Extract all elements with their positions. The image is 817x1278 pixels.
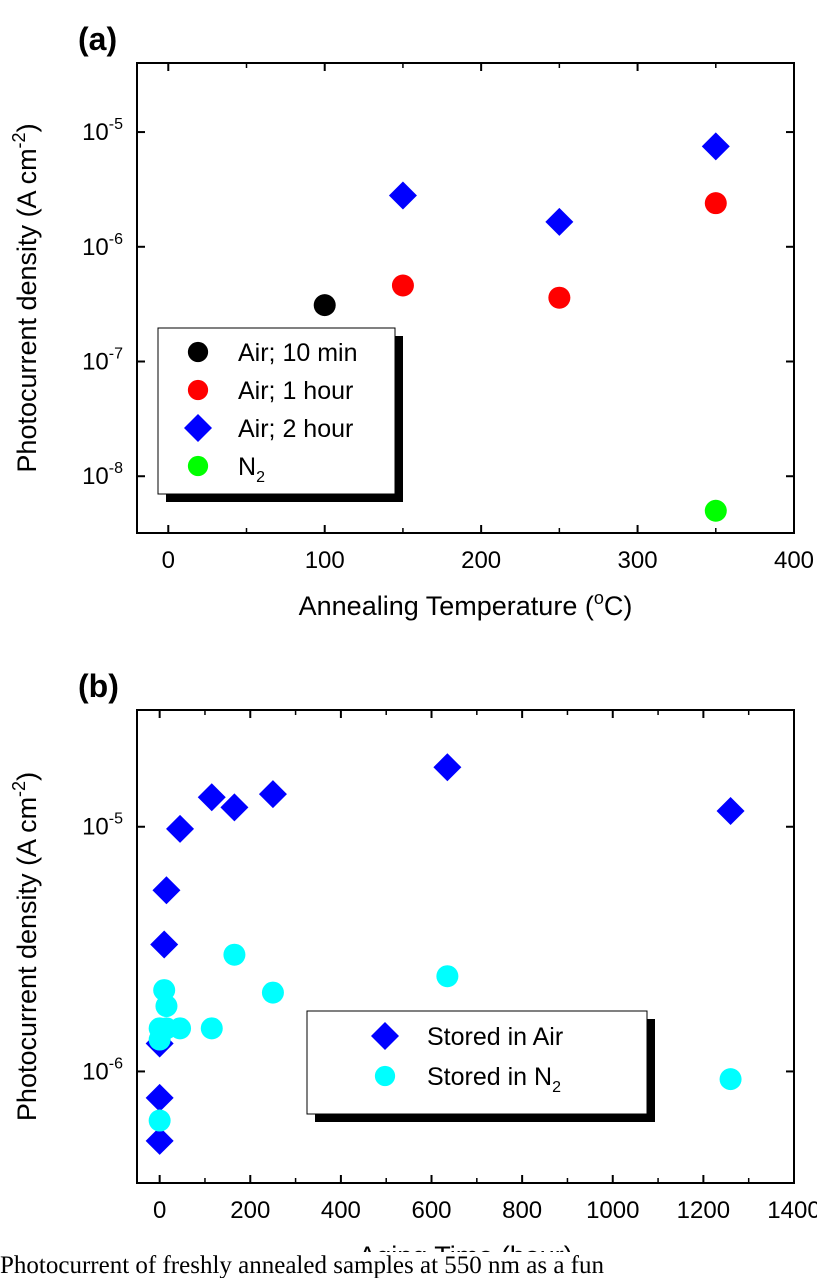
data-point-series-1 xyxy=(148,1109,171,1132)
data-point-series-0 xyxy=(145,1126,174,1155)
legend-marker-series-0 xyxy=(187,341,209,363)
data-point-series-1 xyxy=(155,995,178,1018)
x-tick-label: 0 xyxy=(153,1197,166,1224)
chart-panel-0: 0 100 200 300 400 10-8 10-7 10-6 10-5 (a) Annealin… xyxy=(9,21,814,621)
chart-panel-1: 0 200 400 600 800 1000 1200 1400 10-6 10-5 (b) Agin… xyxy=(9,668,817,1252)
data-point-series-1 xyxy=(169,1017,192,1040)
data-point-series-1 xyxy=(548,286,571,309)
legend-marker-series-3 xyxy=(187,455,209,477)
y-tick-label: 10-5 xyxy=(82,811,123,841)
x-tick-label: 800 xyxy=(502,1197,542,1224)
x-tick-label: 0 xyxy=(162,547,175,574)
y-axis-label: Photocurrent density (A cm-2) xyxy=(9,772,42,1121)
y-tick-label: 10-6 xyxy=(82,1055,123,1085)
legend-marker-series-1 xyxy=(187,379,209,401)
x-tick-label: 300 xyxy=(618,547,658,574)
x-tick-label: 1000 xyxy=(586,1197,639,1224)
legend-label-series-1: Air; 1 hour xyxy=(238,377,353,405)
y-tick-label: 10-6 xyxy=(82,231,123,261)
data-point-series-0 xyxy=(258,780,287,809)
legend: Air; 10 min Air; 1 hour Air; 2 hour N2 xyxy=(157,327,403,502)
y-tick-label: 10-5 xyxy=(82,116,123,146)
data-point-series-0 xyxy=(433,753,462,782)
x-tick-label: 1200 xyxy=(677,1197,730,1224)
data-point-series-1 xyxy=(200,1017,223,1040)
plot-frame xyxy=(136,62,795,534)
data-point-series-1 xyxy=(223,943,246,966)
panel-label: (b) xyxy=(78,668,119,704)
data-point-series-1 xyxy=(261,981,284,1004)
data-point-series-1 xyxy=(719,1068,742,1091)
x-tick-label: 600 xyxy=(411,1197,451,1224)
legend-marker-series-2 xyxy=(184,414,212,442)
legend-marker-series-0 xyxy=(371,1022,399,1050)
data-point-series-0 xyxy=(313,294,336,317)
x-tick-label: 1400 xyxy=(767,1197,817,1224)
y-tick-label: 10-8 xyxy=(82,460,123,490)
data-point-series-1 xyxy=(391,274,414,297)
panel-label: (a) xyxy=(78,21,117,57)
data-point-series-1 xyxy=(704,192,727,215)
x-tick-label: 400 xyxy=(321,1197,361,1224)
data-point-series-0 xyxy=(145,1083,174,1112)
legend-label-series-0: Stored in Air xyxy=(427,1023,563,1051)
x-tick-label: 400 xyxy=(774,547,814,574)
data-point-series-0 xyxy=(152,876,181,905)
y-axis-label: Photocurrent density (A cm-2) xyxy=(9,123,42,472)
x-tick-label: 200 xyxy=(230,1197,270,1224)
legend-label-series-3: N2 xyxy=(238,453,265,486)
data-point-series-2 xyxy=(388,181,417,210)
data-point-series-0 xyxy=(197,783,226,812)
data-point-series-1 xyxy=(436,965,459,988)
data-point-series-0 xyxy=(220,793,249,822)
legend-box xyxy=(306,1010,648,1115)
data-point-series-2 xyxy=(701,132,730,161)
data-point-series-0 xyxy=(166,814,195,843)
figure-caption: Photocurrent of freshly annealed samples… xyxy=(0,1252,604,1278)
legend-marker-series-1 xyxy=(374,1065,396,1087)
data-point-series-3 xyxy=(704,499,727,522)
x-axis-label: Aging Time (hour) xyxy=(358,1241,573,1252)
x-tick-label: 200 xyxy=(461,547,501,574)
figure: 0 100 200 300 400 10-8 10-7 10-6 10-5 (a) Annealin… xyxy=(9,21,817,1252)
data-point-series-0 xyxy=(150,930,179,959)
y-tick-label: 10-7 xyxy=(82,346,123,376)
legend-label-series-0: Air; 10 min xyxy=(238,339,357,367)
legend: Stored in Air Stored in N2 xyxy=(306,1010,655,1122)
data-point-series-2 xyxy=(545,207,574,236)
legend-label-series-1: Stored in N2 xyxy=(427,1063,561,1096)
data-point-series-0 xyxy=(716,796,745,825)
plot-frame xyxy=(136,709,795,1184)
x-tick-label: 100 xyxy=(305,547,345,574)
legend-label-series-2: Air; 2 hour xyxy=(238,415,353,443)
x-axis-label: Annealing Temperature (oC) xyxy=(299,588,633,621)
